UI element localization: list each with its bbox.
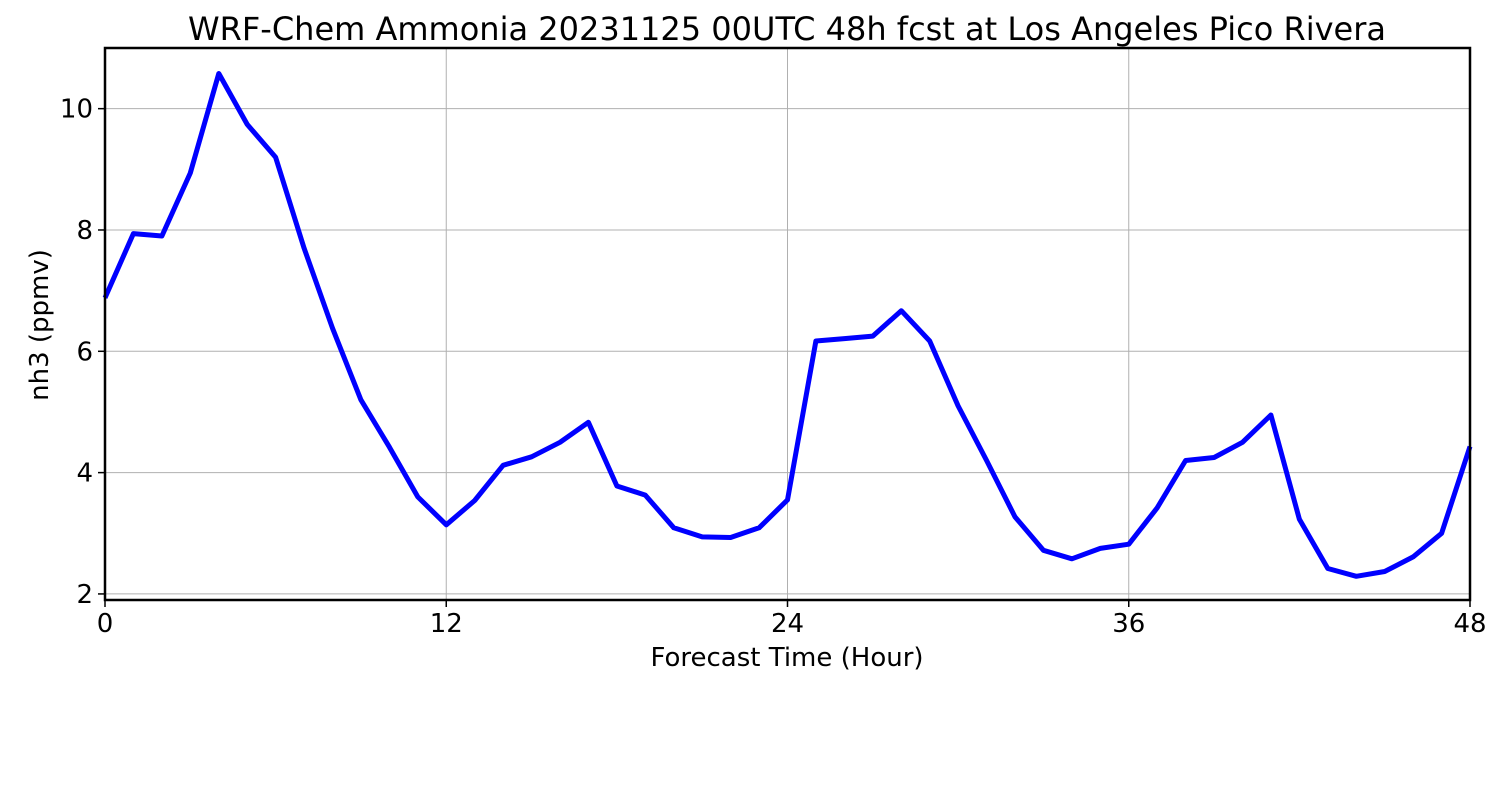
y-tick-label: 4 (76, 459, 93, 489)
grid-lines (105, 48, 1470, 600)
x-axis-label: Forecast Time (Hour) (650, 643, 923, 673)
x-tick-label: 36 (1112, 609, 1145, 639)
x-tick-label: 12 (430, 609, 463, 639)
y-tick-label: 6 (76, 337, 93, 367)
series-layer (102, 71, 1473, 579)
chart-title: WRF-Chem Ammonia 20231125 00UTC 48h fcst… (188, 10, 1386, 48)
x-tick-label: 0 (97, 609, 114, 639)
y-axis-label: nh3 (ppmv) (25, 249, 55, 401)
y-tick-label: 8 (76, 216, 93, 246)
y-tick-label: 10 (60, 95, 93, 125)
x-tick-label: 24 (771, 609, 804, 639)
y-tick-label: 2 (76, 580, 93, 610)
x-tick-label: 48 (1453, 609, 1486, 639)
